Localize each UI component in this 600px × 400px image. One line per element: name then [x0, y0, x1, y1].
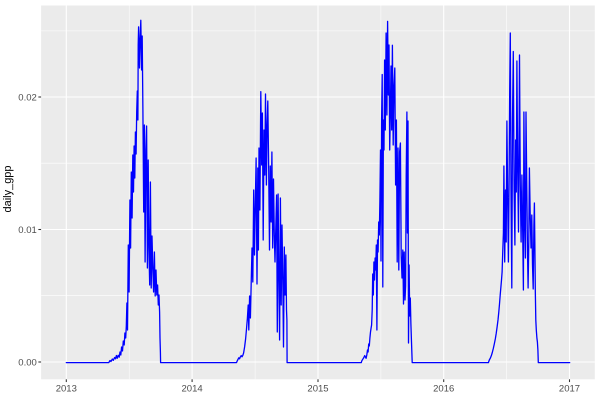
svg-text:2015: 2015	[307, 384, 328, 395]
svg-text:0.00: 0.00	[18, 357, 37, 368]
svg-text:2014: 2014	[182, 384, 203, 395]
svg-text:0.01: 0.01	[18, 225, 37, 236]
svg-text:2013: 2013	[56, 384, 77, 395]
svg-text:daily_gpp: daily_gpp	[2, 165, 14, 212]
svg-text:2017: 2017	[559, 384, 580, 395]
svg-text:2016: 2016	[433, 384, 454, 395]
svg-text:0.02: 0.02	[18, 92, 37, 103]
